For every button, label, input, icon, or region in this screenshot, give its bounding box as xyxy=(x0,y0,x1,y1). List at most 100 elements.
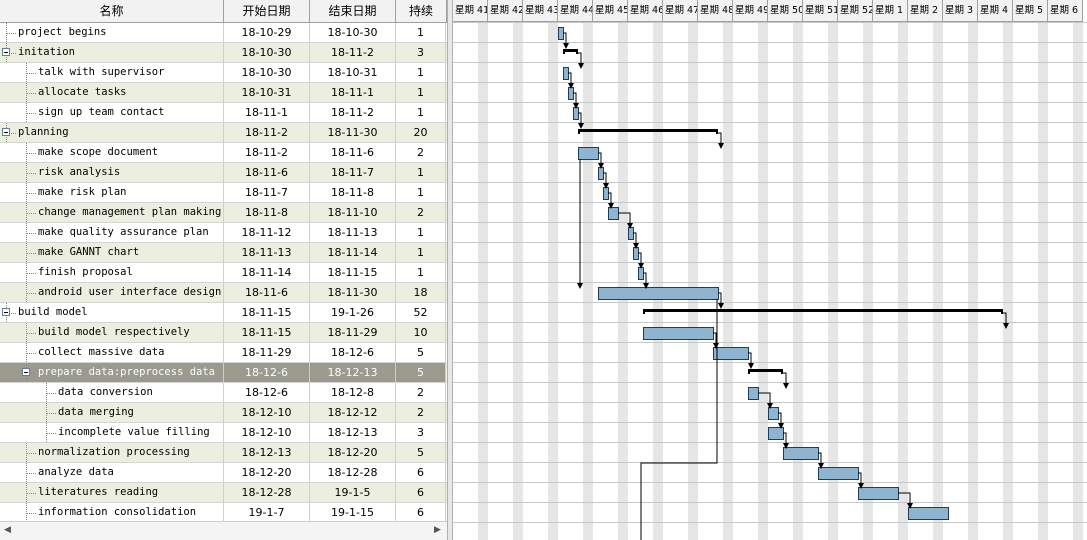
task-row[interactable]: make GANNT chart 18-11-13 18-11-14 1 xyxy=(0,243,447,263)
task-start-cell[interactable]: 18-11-15 xyxy=(224,303,310,322)
task-duration-cell[interactable]: 52 xyxy=(396,303,446,322)
task-row[interactable]: build model respectively 18-11-15 18-11-29… xyxy=(0,323,447,343)
column-header-end[interactable]: 结束日期 xyxy=(310,0,396,22)
task-duration-cell[interactable]: 1 xyxy=(396,63,446,82)
task-duration-cell[interactable]: 6 xyxy=(396,503,446,522)
task-start-cell[interactable]: 18-12-28 xyxy=(224,483,310,502)
task-name-cell[interactable]: incomplete value filling xyxy=(0,423,224,442)
task-bar[interactable] xyxy=(633,247,639,260)
task-duration-cell[interactable]: 3 xyxy=(396,43,446,62)
task-start-cell[interactable]: 18-11-1 xyxy=(224,103,310,122)
task-name-cell[interactable]: sign up team contact xyxy=(0,103,224,122)
task-bar[interactable] xyxy=(578,147,599,160)
task-end-cell[interactable]: 18-10-30 xyxy=(310,23,396,42)
task-duration-cell[interactable]: 1 xyxy=(396,163,446,182)
task-duration-cell[interactable]: 10 xyxy=(396,323,446,342)
task-bar[interactable] xyxy=(713,347,749,360)
task-start-cell[interactable]: 18-12-20 xyxy=(224,463,310,482)
task-row[interactable]: collect massive data 18-11-29 18-12-6 5 xyxy=(0,343,447,363)
task-row[interactable]: analyze data 18-12-20 18-12-28 6 xyxy=(0,463,447,483)
task-start-cell[interactable]: 18-11-15 xyxy=(224,323,310,342)
collapse-icon[interactable] xyxy=(2,308,10,316)
task-name-cell[interactable]: collect massive data xyxy=(0,343,224,362)
task-name-cell[interactable]: change management plan making xyxy=(0,203,224,222)
scroll-right-icon[interactable]: ▶ xyxy=(434,525,441,535)
task-name-cell[interactable]: talk with supervisor xyxy=(0,63,224,82)
task-end-cell[interactable]: 18-12-13 xyxy=(310,363,396,382)
task-start-cell[interactable]: 18-12-6 xyxy=(224,363,310,382)
task-end-cell[interactable]: 18-10-31 xyxy=(310,63,396,82)
task-bar[interactable] xyxy=(768,407,779,420)
task-name-cell[interactable]: build model respectively xyxy=(0,323,224,342)
task-name-cell[interactable]: allocate tasks xyxy=(0,83,224,102)
pane-splitter[interactable] xyxy=(447,0,453,540)
task-bar[interactable] xyxy=(558,27,564,40)
collapse-icon[interactable] xyxy=(2,48,10,56)
task-row[interactable]: project begins 18-10-29 18-10-30 1 xyxy=(0,23,447,43)
task-end-cell[interactable]: 18-11-10 xyxy=(310,203,396,222)
task-end-cell[interactable]: 18-11-2 xyxy=(310,43,396,62)
task-start-cell[interactable]: 18-12-13 xyxy=(224,443,310,462)
task-duration-cell[interactable]: 6 xyxy=(396,483,446,502)
collapse-icon[interactable] xyxy=(2,128,10,136)
task-name-cell[interactable]: make risk plan xyxy=(0,183,224,202)
summary-bar[interactable] xyxy=(578,129,718,134)
task-name-cell[interactable]: build model xyxy=(0,303,224,322)
task-end-cell[interactable]: 18-12-13 xyxy=(310,423,396,442)
task-duration-cell[interactable]: 1 xyxy=(396,223,446,242)
task-duration-cell[interactable]: 3 xyxy=(396,423,446,442)
task-end-cell[interactable]: 18-11-7 xyxy=(310,163,396,182)
task-row[interactable]: finish proposal 18-11-14 18-11-15 1 xyxy=(0,263,447,283)
task-duration-cell[interactable]: 5 xyxy=(396,443,446,462)
task-duration-cell[interactable]: 2 xyxy=(396,383,446,402)
task-bar[interactable] xyxy=(628,227,634,240)
task-end-cell[interactable]: 18-11-1 xyxy=(310,83,396,102)
collapse-icon[interactable] xyxy=(22,368,30,376)
task-end-cell[interactable]: 18-11-30 xyxy=(310,123,396,142)
task-bar[interactable] xyxy=(603,187,609,200)
task-end-cell[interactable]: 18-11-6 xyxy=(310,143,396,162)
task-duration-cell[interactable]: 5 xyxy=(396,343,446,362)
task-name-cell[interactable]: literatures reading xyxy=(0,483,224,502)
task-start-cell[interactable]: 18-11-14 xyxy=(224,263,310,282)
task-bar[interactable] xyxy=(598,167,604,180)
task-duration-cell[interactable]: 5 xyxy=(396,363,446,382)
task-bar[interactable] xyxy=(748,387,759,400)
task-start-cell[interactable]: 18-11-29 xyxy=(224,343,310,362)
task-start-cell[interactable]: 18-12-10 xyxy=(224,423,310,442)
task-row[interactable]: planning 18-11-2 18-11-30 20 xyxy=(0,123,447,143)
task-start-cell[interactable]: 18-10-30 xyxy=(224,43,310,62)
task-duration-cell[interactable]: 1 xyxy=(396,243,446,262)
summary-bar[interactable] xyxy=(643,309,1003,314)
task-row[interactable]: literatures reading 18-12-28 19-1-5 6 xyxy=(0,483,447,503)
task-start-cell[interactable]: 18-11-7 xyxy=(224,183,310,202)
task-name-cell[interactable]: normalization processing xyxy=(0,443,224,462)
task-row[interactable]: make risk plan 18-11-7 18-11-8 1 xyxy=(0,183,447,203)
task-row[interactable]: change management plan making 18-11-8 18-1… xyxy=(0,203,447,223)
task-bar[interactable] xyxy=(568,87,574,100)
task-end-cell[interactable]: 18-12-8 xyxy=(310,383,396,402)
task-row[interactable]: make quality assurance plan 18-11-12 18-11… xyxy=(0,223,447,243)
task-bar[interactable] xyxy=(598,287,719,300)
task-duration-cell[interactable]: 1 xyxy=(396,183,446,202)
task-start-cell[interactable]: 18-10-31 xyxy=(224,83,310,102)
horizontal-scrollbar[interactable]: ◀ ▶ xyxy=(0,521,447,540)
task-name-cell[interactable]: initation xyxy=(0,43,224,62)
task-start-cell[interactable]: 18-11-2 xyxy=(224,143,310,162)
task-duration-cell[interactable]: 18 xyxy=(396,283,446,302)
task-start-cell[interactable]: 19-1-7 xyxy=(224,503,310,522)
task-end-cell[interactable]: 18-11-13 xyxy=(310,223,396,242)
task-start-cell[interactable]: 18-11-12 xyxy=(224,223,310,242)
task-duration-cell[interactable]: 1 xyxy=(396,103,446,122)
task-row[interactable]: make scope document 18-11-2 18-11-6 2 xyxy=(0,143,447,163)
task-duration-cell[interactable]: 1 xyxy=(396,263,446,282)
summary-bar[interactable] xyxy=(563,49,578,54)
task-end-cell[interactable]: 18-11-29 xyxy=(310,323,396,342)
task-duration-cell[interactable]: 6 xyxy=(396,463,446,482)
task-end-cell[interactable]: 18-12-12 xyxy=(310,403,396,422)
task-end-cell[interactable]: 18-11-30 xyxy=(310,283,396,302)
task-row[interactable]: incomplete value filling 18-12-10 18-12-13… xyxy=(0,423,447,443)
task-duration-cell[interactable]: 1 xyxy=(396,83,446,102)
task-name-cell[interactable]: project begins xyxy=(0,23,224,42)
task-start-cell[interactable]: 18-12-10 xyxy=(224,403,310,422)
